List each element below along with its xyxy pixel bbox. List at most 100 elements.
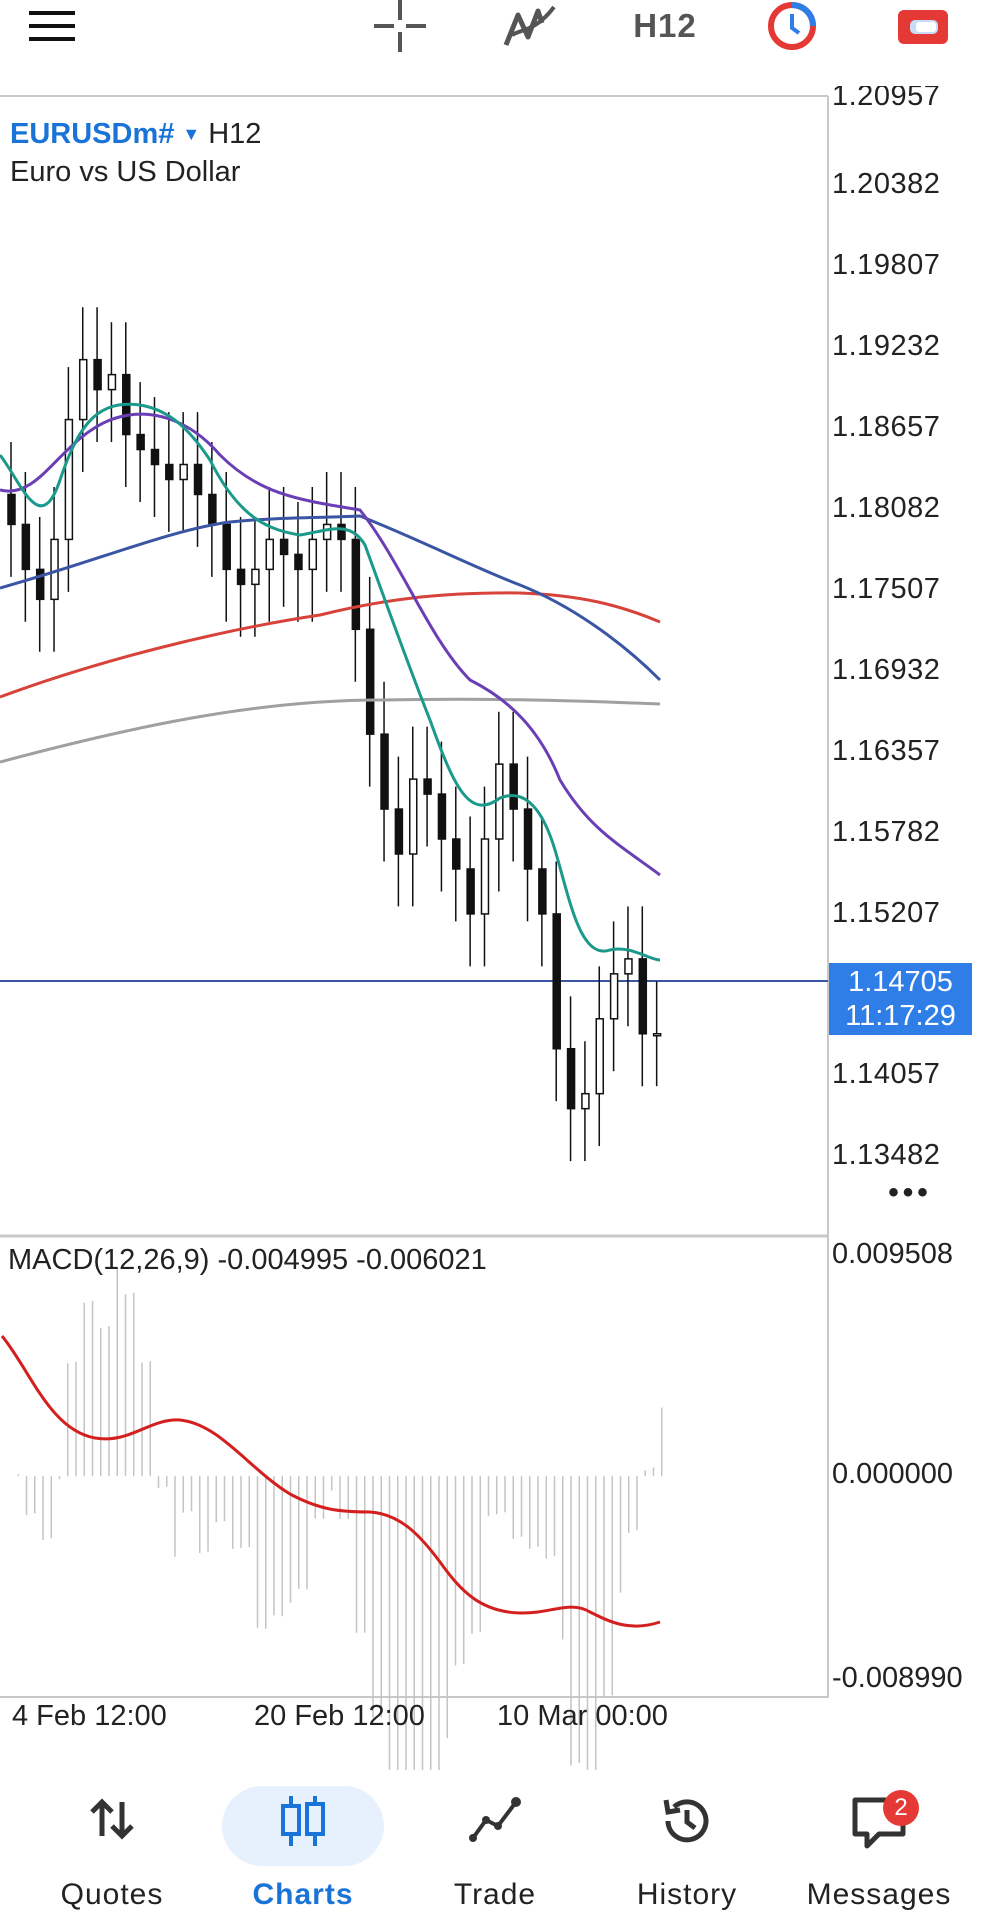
- candle: [638, 958, 648, 1035]
- candle: [423, 778, 432, 795]
- macd-signal-line: [0, 1335, 661, 1628]
- nav-label: Trade: [453, 1878, 537, 1911]
- candle: [394, 808, 404, 855]
- nav-history[interactable]: History: [592, 1770, 782, 1920]
- price-label: 1.15782: [832, 816, 941, 848]
- trade-account-button[interactable]: [893, 0, 953, 52]
- candle: [624, 958, 633, 975]
- chart-toolbar: H12: [0, 0, 992, 56]
- indicators-button[interactable]: [500, 0, 560, 52]
- ma-longest-line: [0, 697, 661, 764]
- candle: [193, 463, 203, 496]
- one-click-trading-button[interactable]: [762, 0, 822, 52]
- candle: [279, 538, 289, 556]
- timeframe-button[interactable]: H12: [620, 0, 710, 52]
- candle: [21, 523, 31, 571]
- price-label: 1.20957: [832, 86, 941, 112]
- macd-histogram: [17, 1267, 663, 1770]
- price-label: 1.16357: [832, 735, 941, 767]
- candle: [437, 793, 447, 840]
- price-label: 1.16932: [832, 654, 941, 686]
- price-label: 1.20382: [832, 168, 941, 200]
- nav-label: Quotes: [60, 1878, 164, 1911]
- nav-label: History: [636, 1878, 738, 1911]
- dropdown-arrow-icon[interactable]: ▼: [182, 124, 201, 144]
- nav-trade[interactable]: Trade: [400, 1770, 590, 1920]
- candle: [265, 538, 275, 571]
- symbol-description: Euro vs US Dollar: [10, 156, 241, 188]
- candle: [35, 568, 45, 601]
- history-clock-icon: [663, 1799, 709, 1843]
- candle: [308, 538, 318, 571]
- more-options-button[interactable]: •••: [888, 1176, 932, 1209]
- candle: [322, 523, 332, 541]
- messages-badge: 2: [883, 1790, 919, 1826]
- ma-long-line: [0, 591, 661, 699]
- indicators-icon: [503, 5, 556, 46]
- price-label: 1.18082: [832, 492, 941, 524]
- crosshair-button[interactable]: [370, 0, 430, 52]
- nav-quotes[interactable]: Quotes: [17, 1770, 207, 1920]
- wallet-icon: [898, 10, 948, 44]
- macd-axis-label: 0.000000: [832, 1458, 953, 1490]
- time-label: 10 Mar 00:00: [497, 1700, 668, 1732]
- ma-medium-line: [0, 412, 661, 877]
- candle: [652, 1033, 662, 1037]
- nav-label: Messages: [806, 1878, 952, 1911]
- trade-line-icon: [469, 1797, 521, 1842]
- candle: [581, 1092, 590, 1110]
- price-label: 1.19232: [832, 330, 941, 362]
- candle: [351, 538, 361, 631]
- ma-fast-line: [0, 402, 661, 962]
- candle: [538, 868, 547, 915]
- symbol-timeframe: H12: [208, 118, 262, 150]
- price-label: 1.17507: [832, 573, 941, 605]
- price-label: 1.15207: [832, 897, 941, 929]
- candle: [337, 523, 346, 541]
- candle: [150, 448, 160, 466]
- price-label: 1.19807: [832, 249, 941, 281]
- candle: [566, 1047, 576, 1110]
- candle: [294, 553, 303, 571]
- candle: [78, 358, 88, 421]
- price-label: 1.18657: [832, 411, 941, 443]
- active-tab-indicator: [222, 1786, 384, 1866]
- candle: [236, 568, 246, 586]
- ma-slow-line: [0, 514, 662, 682]
- candle: [609, 973, 619, 1020]
- macd-indicator-label: MACD(12,26,9) -0.004995 -0.006021: [8, 1244, 487, 1276]
- timeframe-label: H12: [633, 7, 697, 44]
- candle: [523, 808, 533, 870]
- charts-candles-icon: [281, 1796, 325, 1846]
- time-label: 4 Feb 12:00: [12, 1700, 167, 1732]
- price-label: 1.13482: [832, 1139, 941, 1171]
- candle: [380, 733, 389, 810]
- candle: [595, 1018, 605, 1095]
- candle: [208, 493, 217, 526]
- candle: [251, 568, 260, 586]
- hamburger-icon: [29, 11, 75, 41]
- nav-label: Charts: [252, 1878, 354, 1911]
- time-label: 20 Feb 12:00: [254, 1700, 425, 1732]
- macd-axis-label: -0.008990: [832, 1662, 963, 1694]
- candle: [107, 373, 117, 391]
- nav-charts[interactable]: Charts: [208, 1770, 398, 1920]
- candle: [509, 763, 518, 810]
- candles: [7, 307, 662, 1162]
- candle: [452, 838, 461, 870]
- price-label: 1.14057: [832, 1058, 941, 1090]
- candle: [222, 523, 231, 571]
- symbol-name[interactable]: EURUSDm#: [10, 118, 175, 150]
- nav-messages[interactable]: Messages: [784, 1770, 974, 1920]
- clock-ring-icon: [768, 2, 816, 50]
- candle: [365, 628, 375, 735]
- candle: [136, 433, 145, 451]
- menu-button[interactable]: [22, 0, 82, 52]
- candle: [408, 778, 418, 855]
- candle: [64, 418, 74, 541]
- symbol-header[interactable]: EURUSDm# ▼ H12: [10, 118, 261, 151]
- current-price-value: 1.14705: [848, 966, 953, 998]
- candle: [165, 463, 174, 481]
- price-chart[interactable]: [0, 0, 992, 1770]
- quotes-arrows-icon: [90, 1798, 134, 1840]
